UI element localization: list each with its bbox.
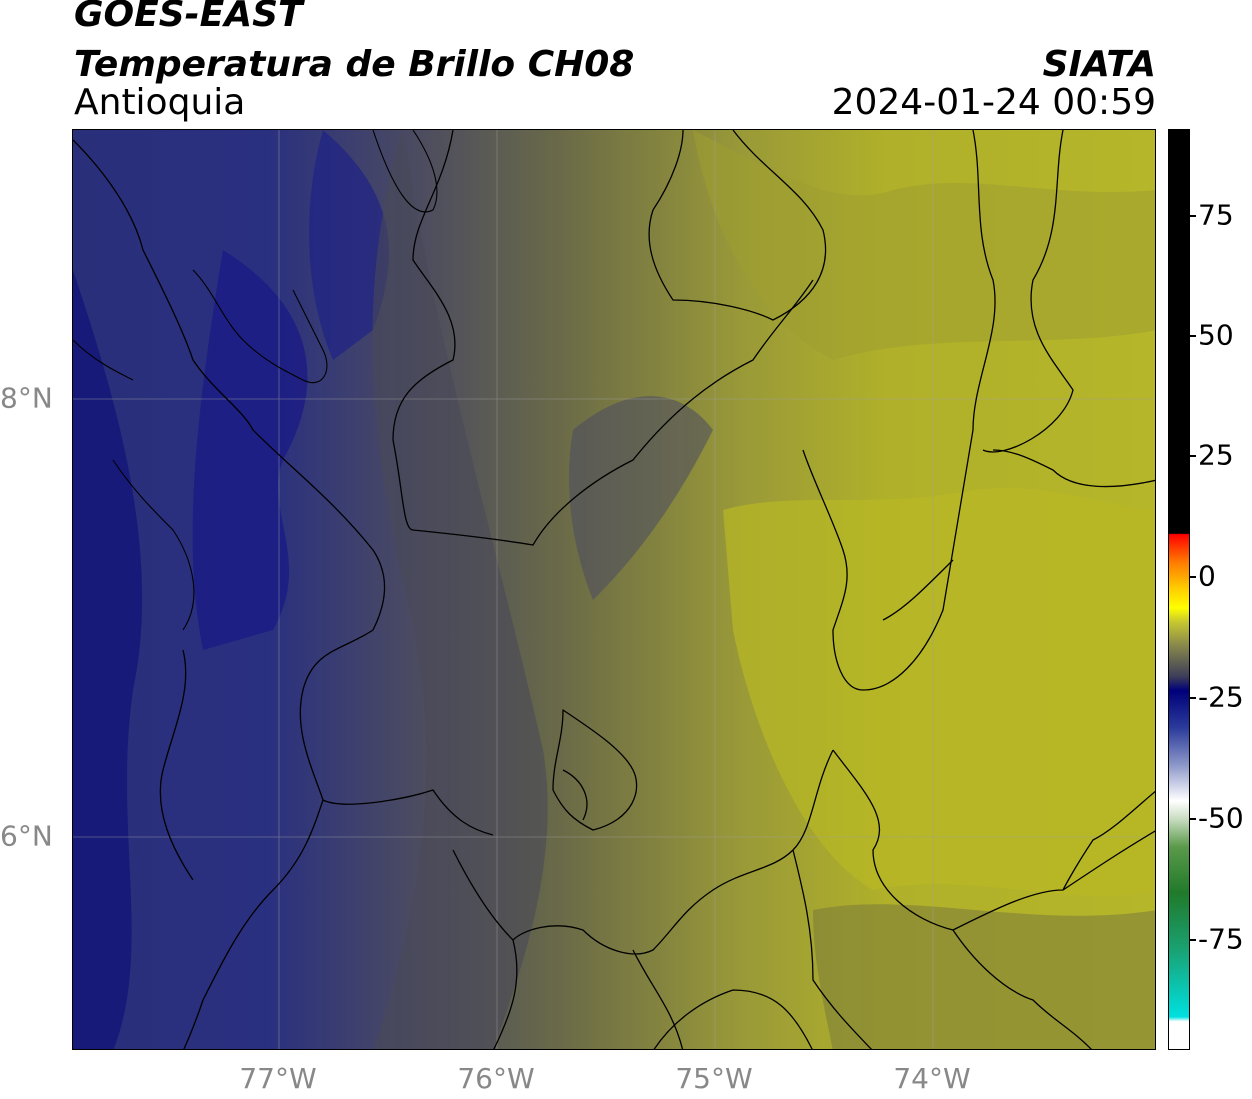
colorbar-tick — [1190, 576, 1196, 578]
brightness-temperature-map — [73, 130, 1155, 1049]
colorbar-tick — [1190, 939, 1196, 941]
colorbar-tick — [1190, 215, 1196, 217]
colorbar-label-25: 25 — [1198, 438, 1234, 472]
title-product: Temperatura de Brillo CH08 — [74, 44, 635, 85]
colorbar-label-75: 75 — [1198, 198, 1234, 232]
colorbar-tick — [1190, 335, 1196, 337]
x-tick-75w: 75°W — [675, 1062, 753, 1095]
x-tick-77w: 77°W — [239, 1062, 317, 1095]
colorbar-label-minus75: -75 — [1198, 922, 1244, 956]
colorbar-label-50: 50 — [1198, 318, 1234, 352]
colorbar-label-minus25: -25 — [1198, 680, 1244, 714]
x-tick-74w: 74°W — [893, 1062, 971, 1095]
title-satellite: GOES-EAST — [74, 0, 303, 35]
colorbar-tick — [1190, 455, 1196, 457]
colorbar-label-0: 0 — [1198, 559, 1216, 593]
y-tick-6n: 6°N — [0, 819, 53, 853]
subtitle-region: Antioquia — [74, 82, 246, 123]
colorbar — [1168, 129, 1190, 1050]
brand-label: SIATA — [1042, 44, 1156, 85]
colorbar-tick — [1190, 697, 1196, 699]
y-tick-8n: 8°N — [0, 381, 53, 415]
colorbar-label-minus50: -50 — [1198, 801, 1244, 835]
map-panel[interactable] — [72, 129, 1156, 1050]
timestamp-label: 2024-01-24 00:59 — [831, 82, 1156, 123]
x-tick-76w: 76°W — [457, 1062, 535, 1095]
colorbar-tick — [1190, 818, 1196, 820]
